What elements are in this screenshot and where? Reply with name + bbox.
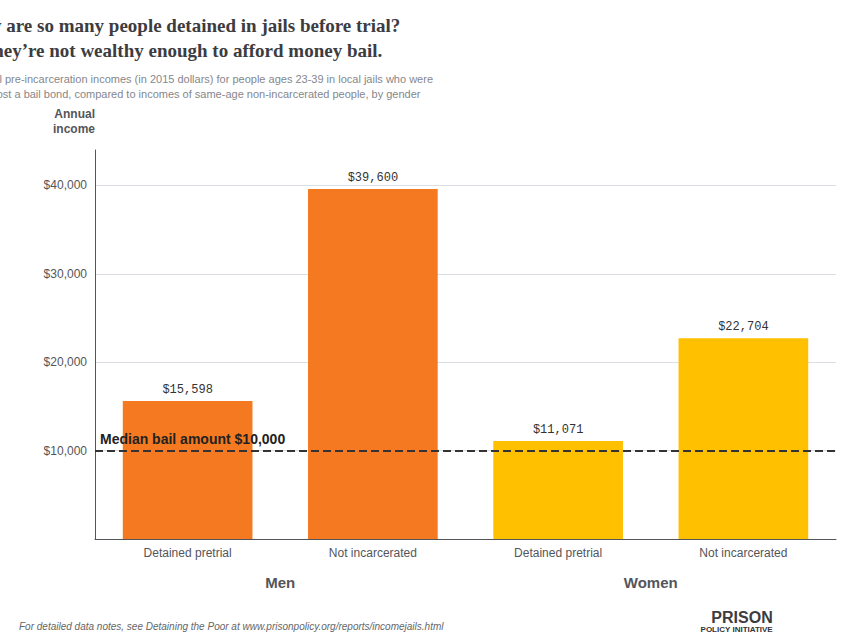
svg-text:$11,071: $11,071	[533, 423, 583, 437]
svg-text:Median annual pre-incarceratio: Median annual pre-incarceration incomes …	[0, 73, 433, 85]
svg-text:$10,000: $10,000	[44, 444, 88, 458]
svg-text:income: income	[53, 122, 95, 136]
svg-text:Why are so many people detaine: Why are so many people detained in jails…	[0, 15, 400, 36]
svg-text:unable to post a bail bond, co: unable to post a bail bond, compared to …	[0, 88, 421, 100]
svg-text:$20,000: $20,000	[44, 355, 88, 369]
svg-text:$22,704: $22,704	[718, 320, 768, 334]
svg-text:$15,598: $15,598	[162, 383, 212, 397]
svg-text:They’re not wealthy enough to: They’re not wealthy enough to afford mon…	[0, 40, 382, 61]
svg-text:For detailed data notes, see D: For detailed data notes, see Detaining t…	[19, 621, 444, 632]
svg-text:POLICY INITIATIVE: POLICY INITIATIVE	[701, 625, 774, 634]
svg-text:Detained pretrial: Detained pretrial	[144, 546, 232, 560]
svg-text:Not incarcerated: Not incarcerated	[699, 546, 787, 560]
svg-text:Not incarcerated: Not incarcerated	[329, 546, 417, 560]
svg-text:$40,000: $40,000	[44, 178, 88, 192]
svg-text:Women: Women	[624, 574, 678, 591]
svg-text:PRISON: PRISON	[711, 609, 772, 626]
svg-text:$30,000: $30,000	[44, 267, 88, 281]
svg-text:Median bail amount $10,000: Median bail amount $10,000	[100, 431, 285, 447]
svg-text:Annual: Annual	[54, 107, 95, 121]
svg-text:$39,600: $39,600	[348, 171, 398, 185]
svg-text:Detained pretrial: Detained pretrial	[514, 546, 602, 560]
svg-text:Men: Men	[265, 574, 295, 591]
